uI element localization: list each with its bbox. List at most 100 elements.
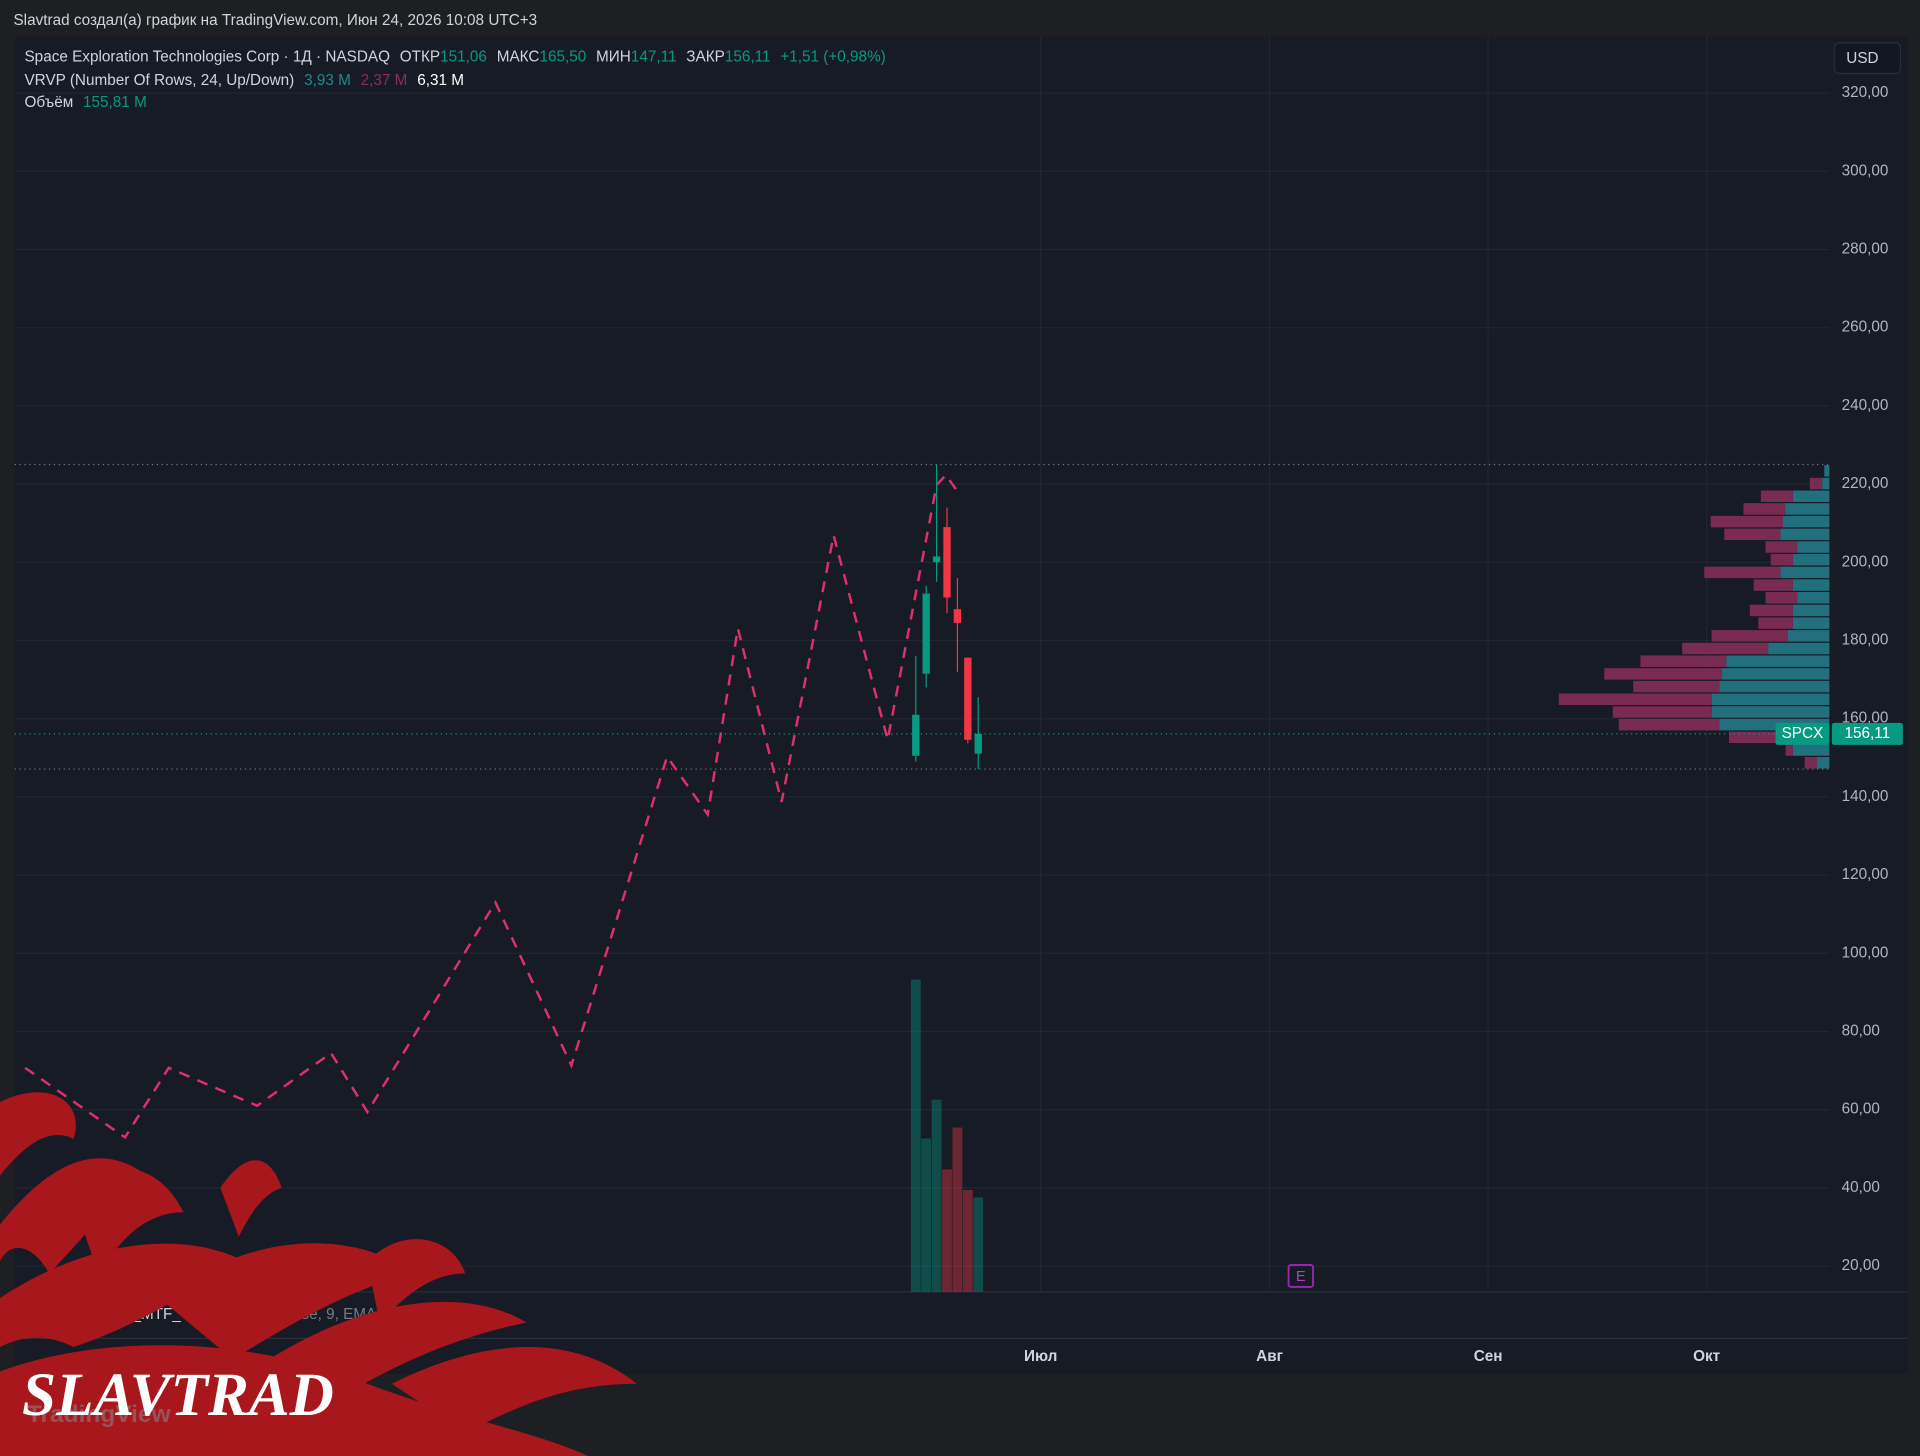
x-tick-label: Июл <box>1024 1348 1057 1365</box>
vrvp-up <box>1719 680 1830 693</box>
y-tick-label: 300,00 <box>1842 162 1889 179</box>
y-tick-label: 40,00 <box>1842 1179 1880 1196</box>
price-box <box>1831 722 1903 745</box>
volume-bar <box>910 979 921 1292</box>
y-tick-label: 200,00 <box>1842 553 1889 570</box>
ticker-box <box>1775 722 1830 745</box>
vrvp-up <box>1768 642 1830 655</box>
vrvp-up <box>1792 579 1830 591</box>
legend-text: ЗАКР <box>686 49 725 66</box>
vrvp-down <box>1633 680 1720 693</box>
vrvp-down <box>1558 693 1712 706</box>
vrvp-down <box>1710 515 1784 528</box>
y-tick-label: 120,00 <box>1842 866 1889 883</box>
vrvp-down <box>1760 490 1793 502</box>
y-tick-label: 80,00 <box>1842 1023 1880 1040</box>
legend-text: 155,81 M <box>83 94 147 111</box>
vrvp-down <box>1724 528 1781 541</box>
y-tick-label: 160,00 <box>1842 710 1889 727</box>
vrvp-up <box>1711 706 1830 718</box>
vrvp-up <box>1797 592 1830 604</box>
legend-text: ОТКР <box>400 49 440 66</box>
vrvp-down <box>1765 541 1798 553</box>
candle-body <box>912 714 920 756</box>
vrvp-up <box>1785 503 1830 515</box>
y-tick-label: 100,00 <box>1842 944 1889 961</box>
symbol-legend: Space Exploration Technologies Corp · 1Д… <box>24 49 885 66</box>
y-tick-label: 60,00 <box>1842 1101 1880 1118</box>
vrvp-down <box>1618 718 1720 731</box>
candle-body <box>932 556 941 563</box>
vrvp-up <box>1780 528 1830 541</box>
vrvp-up <box>1792 553 1830 566</box>
volume-bar <box>942 1169 952 1292</box>
legend-text: 156,11 <box>725 49 771 66</box>
vrvp-down <box>1809 477 1823 490</box>
vrvp-up <box>1721 668 1830 680</box>
legend-text: 2,37 M <box>361 72 408 89</box>
vrvp-up <box>1726 655 1830 667</box>
vrvp-up <box>1783 515 1830 528</box>
earnings-marker[interactable] <box>1287 1264 1314 1288</box>
volume-bar <box>931 1099 942 1292</box>
vrvp-up <box>1792 617 1830 629</box>
vrvp-down <box>1758 617 1793 629</box>
candle-body <box>964 657 972 740</box>
vrvp-down <box>1682 642 1769 655</box>
ticker-label: SPCX <box>1782 725 1824 742</box>
legend-text: МАКС <box>497 49 540 66</box>
x-tick-label: Окт <box>1693 1348 1721 1365</box>
vrvp-down <box>1728 731 1786 744</box>
vrvp-down <box>1704 566 1781 579</box>
vrvp-down <box>1743 503 1786 515</box>
vrvp-down <box>1785 744 1793 756</box>
currency[interactable]: USD <box>1846 50 1878 67</box>
vrvp-down <box>1604 668 1722 680</box>
vrvp-down <box>1612 706 1712 718</box>
projection-line <box>24 473 958 1140</box>
y-tick-label: 20,00 <box>1842 1257 1880 1274</box>
legend-text: 3,93 M <box>304 72 351 89</box>
volume-bar <box>921 1138 932 1292</box>
vrvp-up <box>1780 566 1830 579</box>
candle-body <box>953 609 962 623</box>
legend-text: +1,51 (+0,98%) <box>780 49 885 66</box>
vrvp-up <box>1792 744 1830 756</box>
floral-decoration <box>0 1092 637 1456</box>
x-tick-label: Сен <box>1474 1348 1503 1365</box>
y-tick-label: 240,00 <box>1842 397 1889 414</box>
y-tick-label: 180,00 <box>1842 632 1889 649</box>
earnings-label: E <box>1296 1269 1306 1285</box>
price-label: 156,11 <box>1845 725 1891 742</box>
y-tick-label: 320,00 <box>1842 84 1889 101</box>
volume-bar <box>962 1190 973 1292</box>
vrvp-up <box>1719 718 1830 731</box>
vrvp-up <box>1797 541 1830 553</box>
volume-legend: Объём 155,81 M <box>24 94 146 111</box>
currency-box[interactable] <box>1833 42 1902 75</box>
author-watermark: SLAVTRAD <box>22 1361 334 1429</box>
legend-text: Space Exploration Technologies Corp · 1Д… <box>24 49 390 66</box>
candle-body <box>974 733 982 754</box>
y-tick-label: 220,00 <box>1842 475 1889 492</box>
legend-text: 151,06 <box>440 49 487 66</box>
volume-bar <box>973 1197 984 1292</box>
candle-body <box>943 527 951 598</box>
vrvp-down <box>1711 630 1788 642</box>
vrvp-up <box>1787 630 1830 642</box>
candle-body <box>922 593 930 674</box>
vrvp-up <box>1792 490 1830 502</box>
legend-text: VRVP (Number Of Rows, 24, Up/Down) <box>24 72 294 89</box>
vrvp-legend: VRVP (Number Of Rows, 24, Up/Down) 3,93 M… <box>24 72 463 89</box>
y-tick-label: 140,00 <box>1842 788 1889 805</box>
legend-text: 147,11 <box>631 49 677 66</box>
vrvp-down <box>1749 604 1793 617</box>
vrvp-up <box>1824 465 1830 477</box>
vrvp-up <box>1792 604 1830 617</box>
x-tick-label: Авг <box>1256 1348 1283 1365</box>
vrvp-down <box>1640 655 1727 667</box>
brand-watermark: TradingView <box>27 1401 172 1428</box>
y-tick-label: 260,00 <box>1842 319 1889 336</box>
vrvp-down <box>1770 553 1793 566</box>
